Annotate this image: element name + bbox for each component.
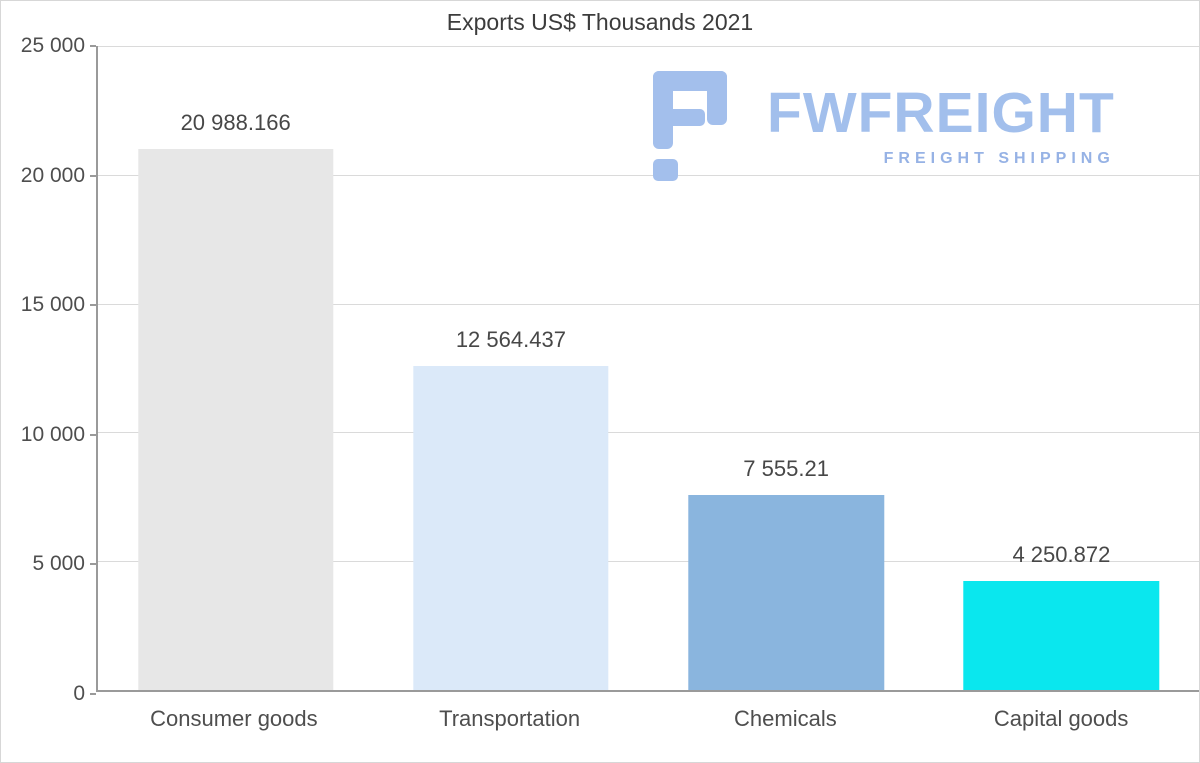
bar-slot: 4 250.872 bbox=[924, 46, 1199, 690]
fwfreight-logo-text: FWFREIGHT FREIGHT SHIPPING bbox=[767, 67, 1115, 168]
fwfreight-logo-icon bbox=[653, 71, 727, 181]
y-axis-tick-label: 5 000 bbox=[32, 552, 85, 576]
gridline bbox=[98, 174, 1199, 176]
bar-transportation bbox=[413, 366, 609, 690]
x-axis-category-label: Capital goods bbox=[993, 706, 1129, 731]
bar-consumer-goods bbox=[137, 149, 334, 690]
y-axis-tick-label: 20 000 bbox=[20, 163, 85, 187]
gridline bbox=[98, 432, 1199, 434]
x-axis-category-label: Chemicals bbox=[734, 706, 837, 731]
y-axis-tick-mark bbox=[90, 693, 96, 695]
bar-value-label: 7 555.21 bbox=[743, 456, 829, 482]
bar-chemicals bbox=[688, 495, 884, 690]
bar-slot: 20 988.166 bbox=[98, 46, 373, 690]
y-axis-tick-mark bbox=[90, 174, 96, 177]
plot-area: 20 988.166 12 564.437 7 555.21 4 250.872 bbox=[96, 46, 1199, 692]
y-axis-tick-label: 25 000 bbox=[20, 34, 85, 57]
bars-container: 20 988.166 12 564.437 7 555.21 4 250.872 bbox=[98, 46, 1199, 690]
bar-value-label: 20 988.166 bbox=[180, 110, 291, 136]
y-axis-tick-label: 0 bbox=[73, 682, 85, 705]
gridlines bbox=[98, 46, 1199, 690]
gridline bbox=[98, 303, 1199, 305]
gridline bbox=[98, 46, 1199, 47]
y-axis-tick-mark bbox=[90, 304, 96, 307]
y-axis-tick-mark bbox=[90, 563, 96, 566]
y-axis-tick-mark bbox=[90, 45, 96, 47]
gridline bbox=[98, 561, 1199, 563]
y-axis-tick-label: 15 000 bbox=[20, 293, 85, 317]
bar-value-label: 12 564.437 bbox=[455, 327, 566, 353]
x-axis-category-label: Transportation bbox=[439, 706, 581, 731]
x-axis-category-label: Consumer goods bbox=[150, 706, 318, 731]
bar-slot: 12 564.437 bbox=[373, 46, 648, 690]
y-axis-tick-mark bbox=[90, 433, 96, 436]
x-axis-labels: Consumer goods Transportation Chemicals Cap… bbox=[96, 706, 1199, 732]
bar-capital-goods bbox=[963, 580, 1160, 690]
bar-slot: 7 555.21 bbox=[649, 46, 924, 690]
brand-tagline: FREIGHT SHIPPING bbox=[883, 150, 1115, 167]
brand-name: FWFREIGHT bbox=[767, 81, 1115, 145]
fwfreight-watermark: FWFREIGHT FREIGHT SHIPPING bbox=[647, 67, 1115, 185]
bar-value-label: 4 250.872 bbox=[1012, 541, 1111, 567]
y-axis-tick-label: 10 000 bbox=[20, 422, 85, 446]
chart-title: Exports US$ Thousands 2021 bbox=[446, 9, 754, 35]
